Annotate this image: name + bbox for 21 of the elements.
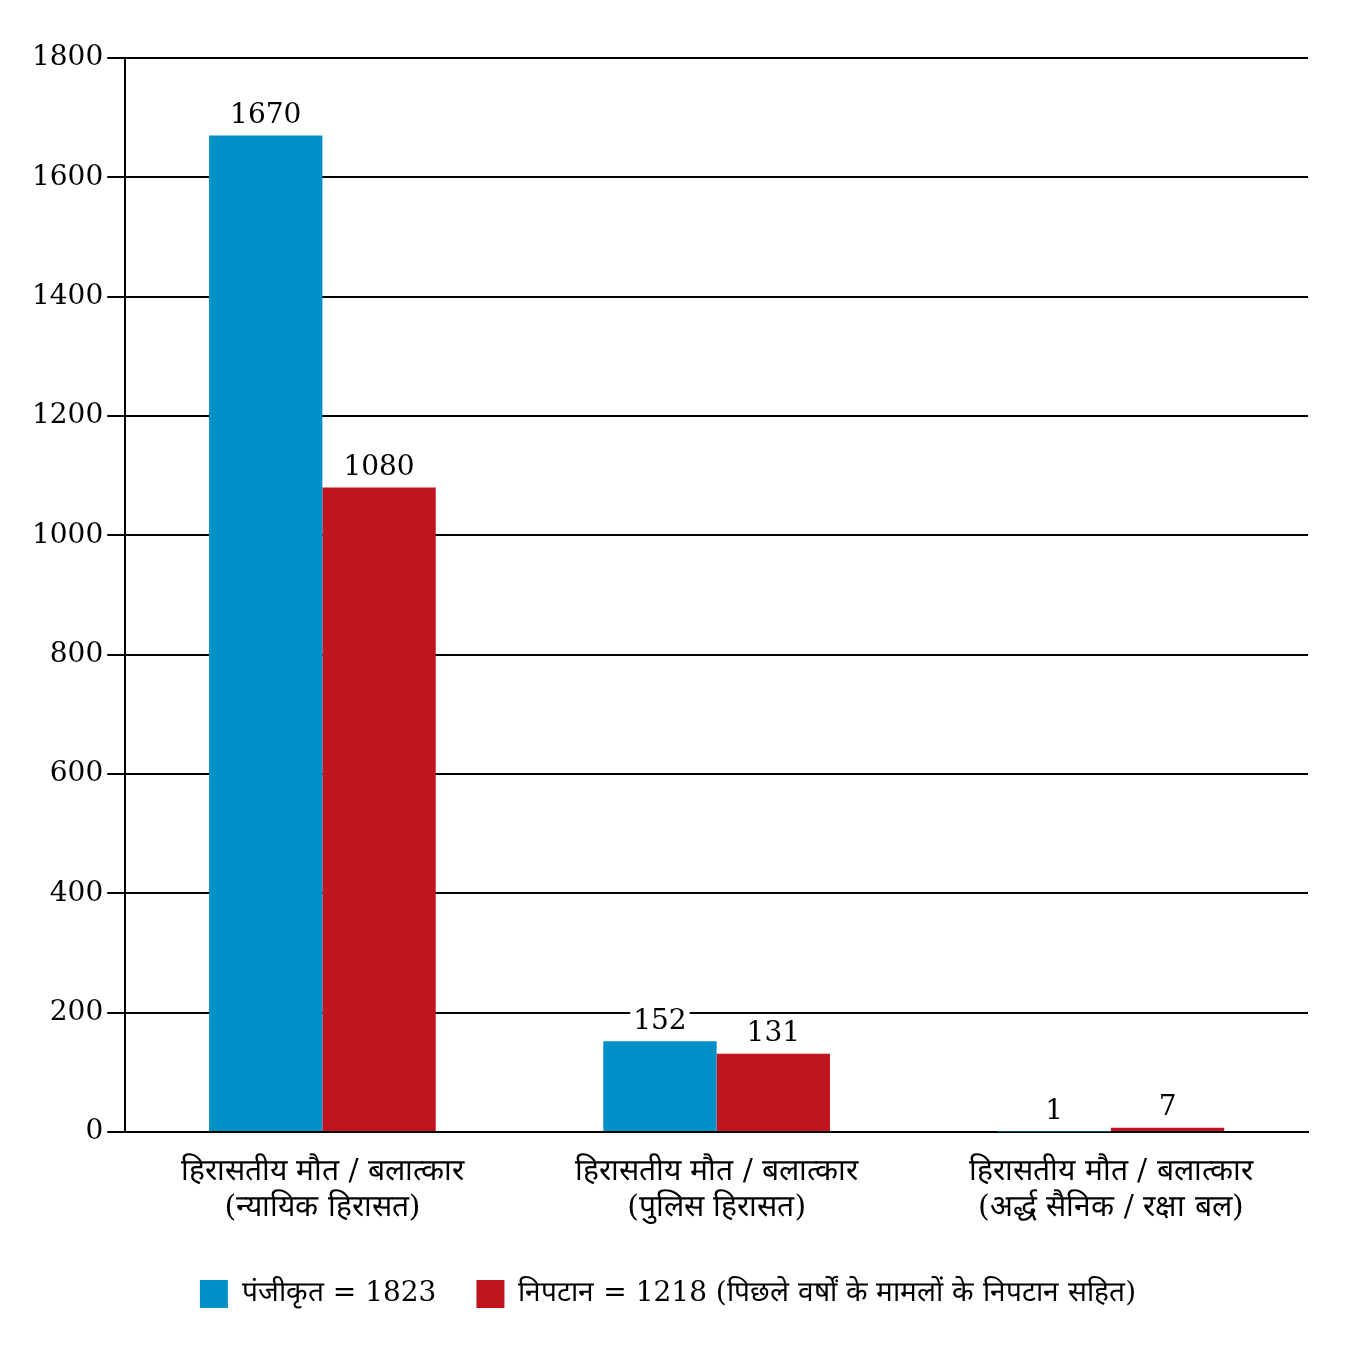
x-tick-label: हिरासतीय मौत / बलात्कार (न्यायिक हिरासत) [180, 1151, 466, 1223]
y-tick-label: 0 [85, 1113, 104, 1147]
data-label: 152 [633, 1002, 687, 1036]
data-label: 1 [1045, 1092, 1064, 1126]
legend-label: निपटान = 1218 (पिछले वर्षों के मामलों के निपटान सहित) [518, 1275, 1137, 1309]
y-tick-label: 800 [49, 635, 104, 669]
y-tick-label: 600 [49, 755, 104, 789]
x-tick-label: हिरासतीय मौत / बलात्कार (अर्द्ध सैनिक / रक्षा बल) [969, 1151, 1254, 1223]
y-tick-label: 200 [49, 993, 104, 1027]
data-label: 7 [1158, 1089, 1177, 1123]
data-label: 131 [746, 1015, 801, 1049]
y-tick-label: 400 [49, 874, 104, 908]
x-tick-label: हिरासतीय मौत / बलात्कार (पुलिस हिरासत) [574, 1151, 860, 1225]
data-label: 1080 [343, 448, 415, 482]
data-label: 1670 [230, 96, 302, 130]
y-tick-label: 1400 [31, 277, 104, 311]
y-tick-label: 1200 [31, 397, 104, 431]
legend-label: पंजीकृत = 1823 [241, 1275, 437, 1310]
y-tick-label: 1000 [31, 516, 104, 550]
y-tick-label: 1600 [31, 158, 104, 192]
y-tick-label: 1800 [31, 39, 104, 73]
